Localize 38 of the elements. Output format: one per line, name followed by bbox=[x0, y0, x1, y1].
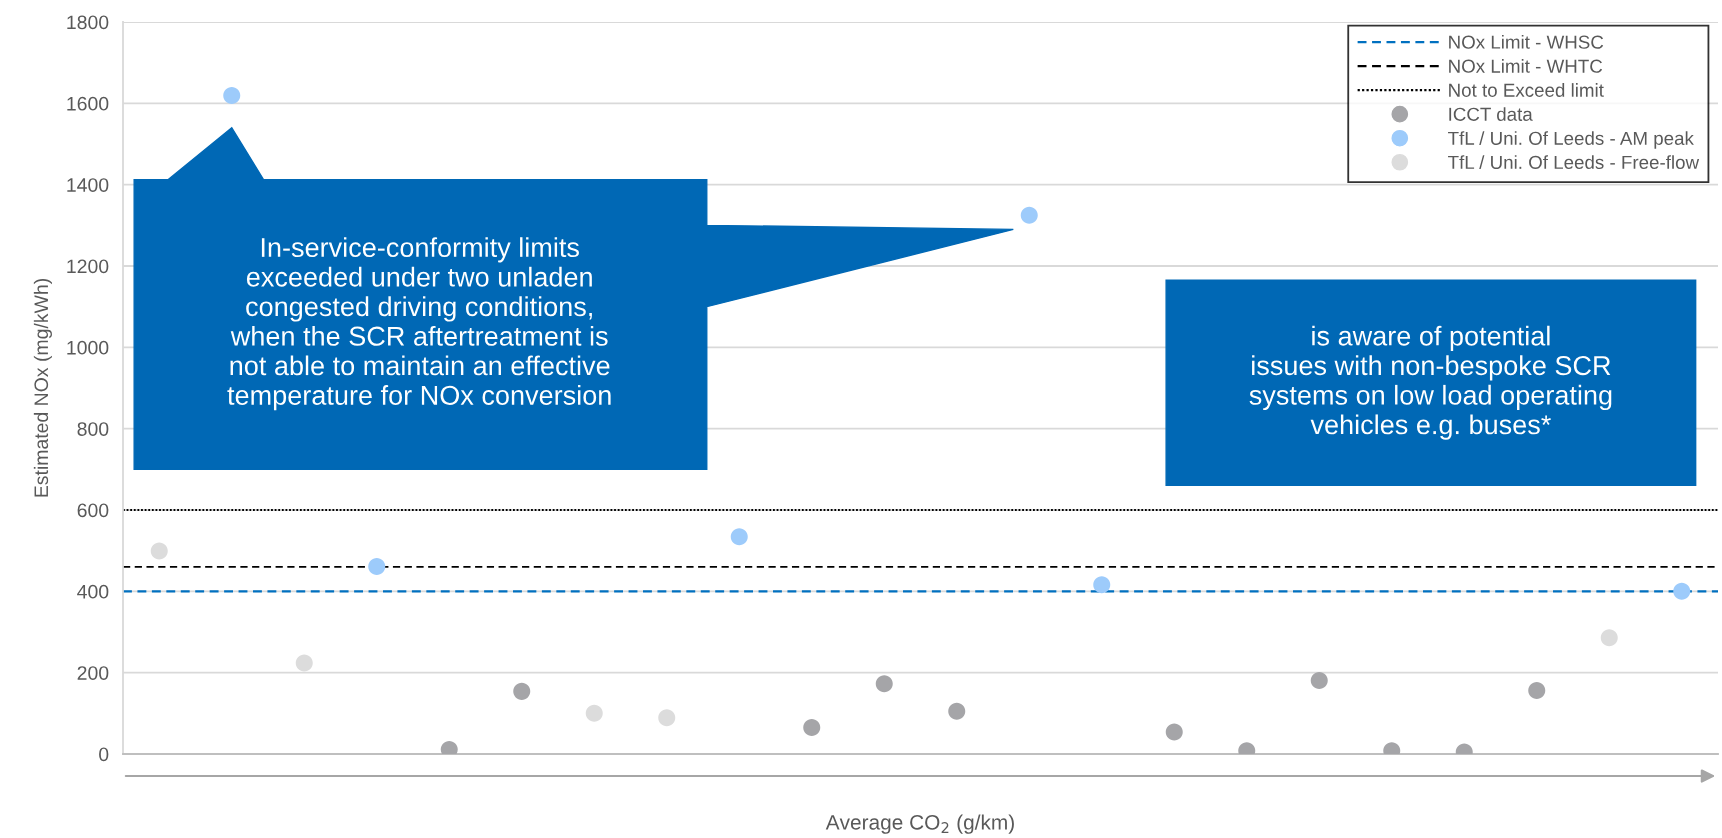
point bbox=[150, 542, 168, 560]
point bbox=[513, 682, 531, 700]
point bbox=[730, 528, 748, 546]
y-tick-label: 1800 bbox=[67, 15, 109, 30]
y-tick-label: 1400 bbox=[67, 178, 109, 192]
point bbox=[1020, 206, 1038, 224]
legend-label: Not to Exceed limit bbox=[1449, 83, 1604, 97]
y-axis-title: Estimated NOx (mg/kWh) bbox=[33, 279, 52, 497]
point bbox=[948, 702, 966, 720]
point bbox=[658, 709, 676, 727]
point bbox=[1093, 576, 1111, 594]
point bbox=[1310, 671, 1328, 689]
point bbox=[585, 704, 603, 722]
annotation: is aware of potential issues with non-bespoke SCR systems on low load operating vehicles e.g. buses* bbox=[1249, 325, 1612, 440]
annotation: In-service-conformity limits exceeded under two unladen congested driving conditions, when the SCR aftertreatment is not able to maintain an effective temperature for NOx conversion bbox=[227, 237, 611, 411]
point bbox=[295, 654, 313, 672]
point bbox=[875, 675, 893, 693]
y-tick-label: 1200 bbox=[67, 259, 109, 274]
y-tick-label: 400 bbox=[77, 584, 109, 599]
legend-label: NOx Limit - WHTC bbox=[1449, 59, 1603, 73]
y-tick-label: 1600 bbox=[67, 96, 109, 111]
x-axis-title: Average CO$_{2}$ (g/km) bbox=[825, 814, 1014, 834]
y-tick-label: 600 bbox=[77, 503, 109, 518]
point bbox=[368, 558, 386, 576]
point bbox=[223, 87, 241, 105]
legend-label: TfL / Uni. Of Leeds - Free-flow bbox=[1448, 155, 1700, 170]
point bbox=[1600, 629, 1618, 647]
point bbox=[803, 719, 821, 737]
legend-label: ICCT data bbox=[1449, 107, 1533, 121]
y-tick-label: 1000 bbox=[67, 340, 109, 355]
y-tick-label: 800 bbox=[77, 422, 109, 436]
legend-label: TfL / Uni. Of Leeds - AM peak bbox=[1448, 131, 1694, 149]
point bbox=[1165, 723, 1183, 741]
legend-label: NOx Limit - WHSC bbox=[1449, 35, 1604, 49]
point bbox=[1528, 682, 1546, 700]
y-tick-label: 0 bbox=[99, 747, 109, 762]
y-tick-label: 200 bbox=[77, 666, 109, 680]
point bbox=[1673, 582, 1691, 600]
